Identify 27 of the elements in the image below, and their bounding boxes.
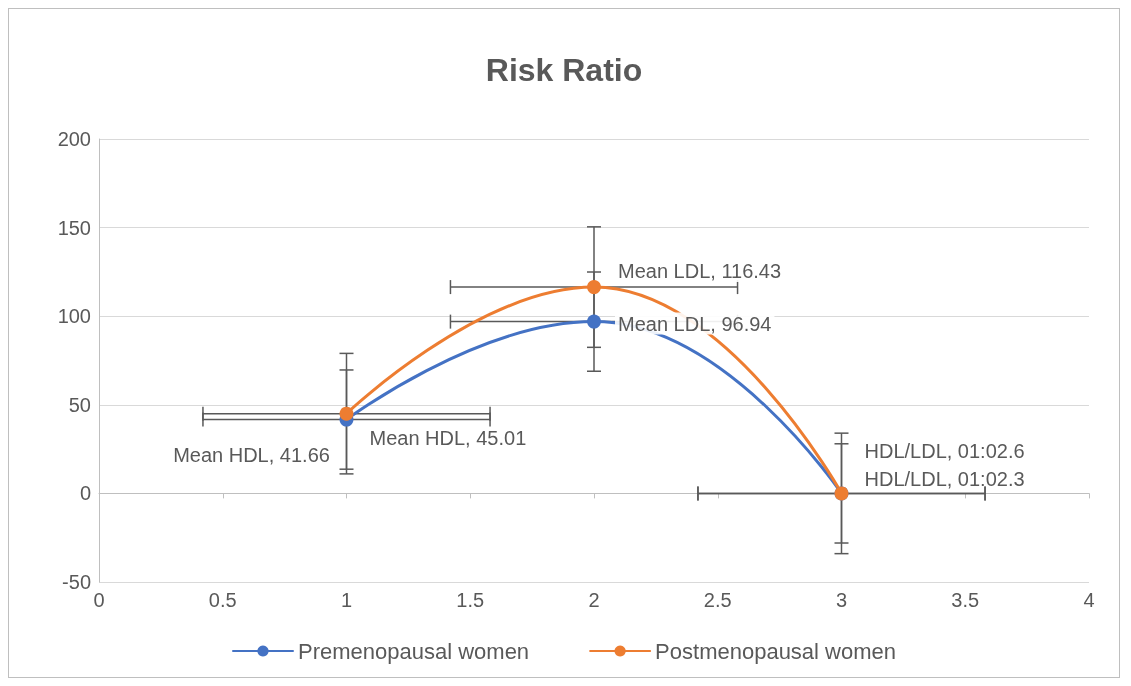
x-tick-label: 4 [1083,589,1095,611]
x-tick-label: 2.5 [703,589,732,611]
data-label: Mean HDL, 45.01 [369,426,527,449]
y-tick-label: -50 [62,571,91,593]
legend-label: Premenopausal women [297,638,530,664]
x-tick-label: 3.5 [951,589,980,611]
y-tick-label: 150 [57,216,91,239]
data-label: Mean LDL, 116.43 [618,260,782,283]
legend-label: Postmenopausal women [655,638,897,664]
point [339,406,354,421]
data-label: HDL/LDL, 01:02.3 [864,468,1025,491]
y-tick-label: 100 [57,305,91,328]
data-label: Mean LDL, 96.94 [618,312,772,335]
x-tick-label: 1.5 [456,589,485,611]
data-label: Mean HDL, 41.66 [173,443,330,466]
x-tick-label: 0.5 [208,589,237,611]
y-tick-label: 50 [68,393,91,416]
y-tick-label: 200 [57,128,91,150]
x-tick-label: 3 [835,589,848,611]
x-tick-label: 0 [93,589,105,611]
x-tick-label: 2 [588,589,600,611]
chart-title: Risk Ratio [485,52,643,88]
y-tick-label: 0 [79,482,91,505]
data-label: HDL/LDL, 01:02.6 [864,440,1025,463]
point [587,314,601,329]
x-tick-label: 1 [340,589,353,611]
point [587,280,601,295]
